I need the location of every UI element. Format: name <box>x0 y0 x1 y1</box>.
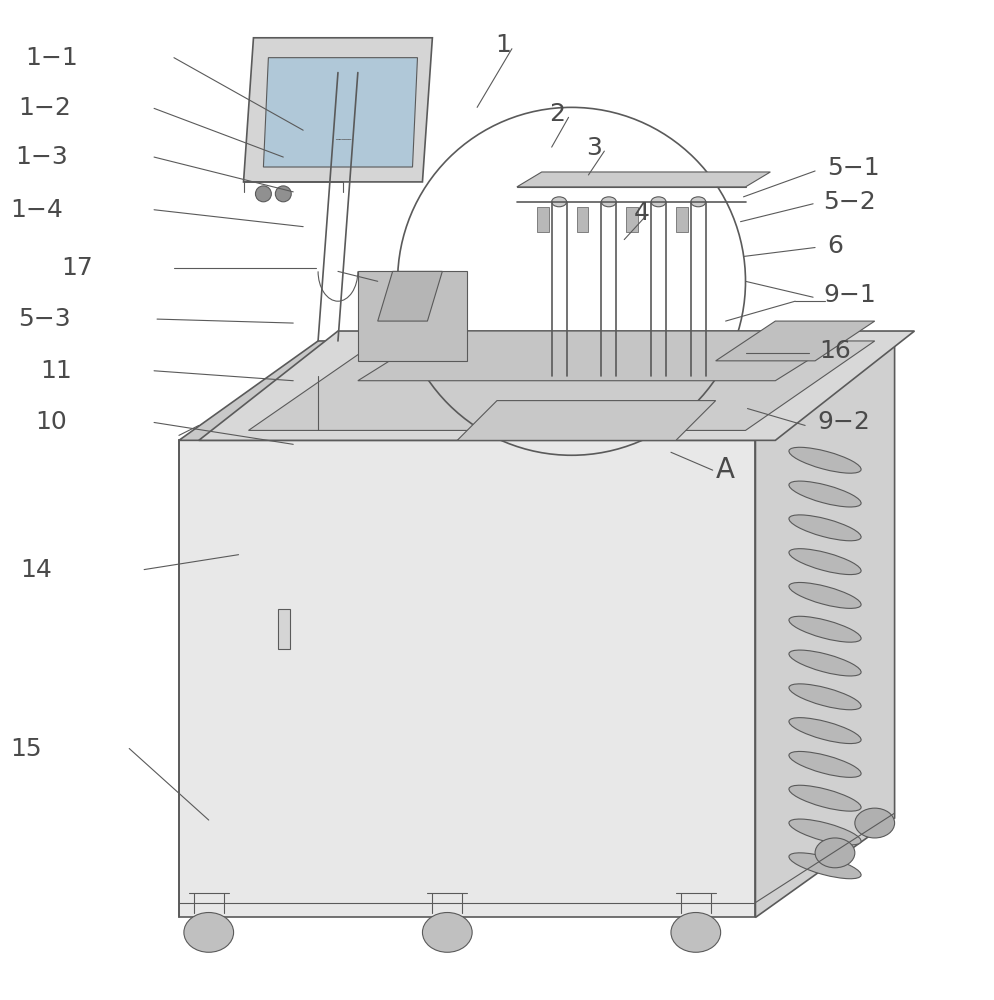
Ellipse shape <box>815 838 855 868</box>
Circle shape <box>275 186 291 202</box>
Ellipse shape <box>789 582 861 608</box>
Ellipse shape <box>789 616 861 642</box>
Text: 15: 15 <box>10 736 42 761</box>
Bar <box>537 207 549 232</box>
Ellipse shape <box>671 913 721 952</box>
Ellipse shape <box>789 785 861 811</box>
Bar <box>676 207 688 232</box>
Polygon shape <box>179 341 895 440</box>
Ellipse shape <box>691 197 706 207</box>
Ellipse shape <box>789 447 861 473</box>
Text: 1−4: 1−4 <box>10 198 63 222</box>
Text: 11: 11 <box>40 359 72 383</box>
Text: 1−3: 1−3 <box>15 145 68 169</box>
Text: 3: 3 <box>586 136 602 160</box>
Polygon shape <box>716 321 875 361</box>
Polygon shape <box>244 38 432 182</box>
Circle shape <box>255 186 271 202</box>
Polygon shape <box>263 58 417 167</box>
Ellipse shape <box>789 819 861 845</box>
Ellipse shape <box>651 197 666 207</box>
Bar <box>278 609 290 649</box>
Text: A: A <box>716 456 735 484</box>
Ellipse shape <box>789 515 861 541</box>
Polygon shape <box>248 341 875 430</box>
Text: 6: 6 <box>827 234 843 258</box>
Polygon shape <box>517 172 770 187</box>
Ellipse shape <box>789 481 861 507</box>
Polygon shape <box>179 440 755 917</box>
Polygon shape <box>378 271 442 321</box>
Bar <box>577 207 588 232</box>
Text: 17: 17 <box>62 256 93 280</box>
Polygon shape <box>199 331 914 440</box>
Ellipse shape <box>422 913 472 952</box>
Text: ─────: ───── <box>335 138 351 143</box>
Bar <box>626 207 638 232</box>
Text: 5−2: 5−2 <box>823 190 876 214</box>
Polygon shape <box>755 341 895 917</box>
Ellipse shape <box>789 650 861 676</box>
Text: 2: 2 <box>549 102 565 126</box>
Ellipse shape <box>855 808 895 838</box>
Text: 14: 14 <box>20 558 52 582</box>
Ellipse shape <box>789 549 861 575</box>
Ellipse shape <box>552 197 567 207</box>
Text: 9−2: 9−2 <box>817 410 870 434</box>
Text: 4: 4 <box>634 201 650 225</box>
Text: 1−1: 1−1 <box>25 46 78 70</box>
Polygon shape <box>358 331 855 381</box>
Text: 1−2: 1−2 <box>18 96 71 120</box>
Ellipse shape <box>789 751 861 777</box>
Text: 5−3: 5−3 <box>18 307 71 331</box>
Ellipse shape <box>789 684 861 710</box>
Ellipse shape <box>601 197 616 207</box>
Text: 1: 1 <box>495 33 511 57</box>
Ellipse shape <box>789 718 861 744</box>
Ellipse shape <box>184 913 234 952</box>
Text: 10: 10 <box>35 410 67 434</box>
Ellipse shape <box>789 853 861 879</box>
Text: 5−1: 5−1 <box>827 156 880 180</box>
Text: 16: 16 <box>819 339 851 363</box>
Polygon shape <box>457 401 716 440</box>
Text: 9−1: 9−1 <box>823 283 876 307</box>
Polygon shape <box>358 271 467 361</box>
